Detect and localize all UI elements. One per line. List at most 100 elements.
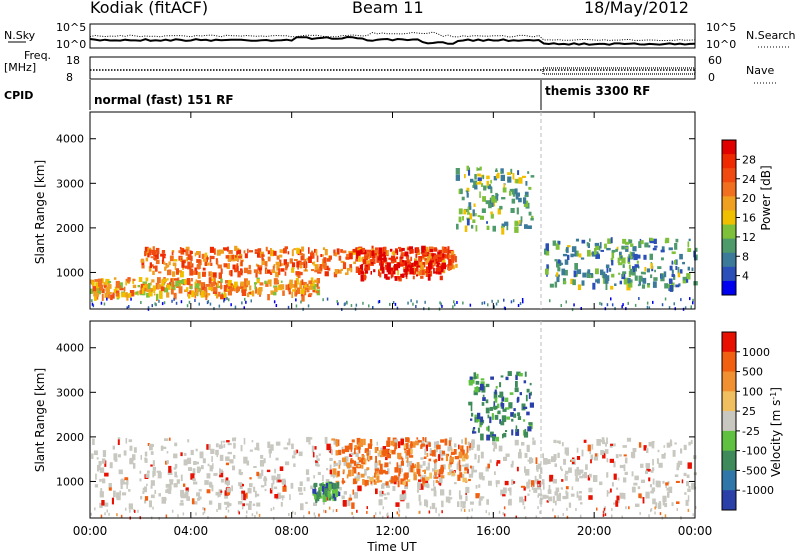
heatmap-cell xyxy=(358,268,361,275)
heatmap-cell xyxy=(202,507,204,510)
heatmap-cell xyxy=(333,438,337,445)
heatmap-cell xyxy=(578,495,582,501)
heatmap-cell xyxy=(204,291,208,296)
heatmap-cell xyxy=(591,251,596,257)
heatmap-cell xyxy=(613,473,617,480)
heatmap-cell xyxy=(557,515,559,519)
heatmap-cell xyxy=(295,298,297,302)
heatmap-cell xyxy=(453,254,456,257)
heatmap-cell xyxy=(270,508,273,512)
heatmap-cell xyxy=(150,282,152,286)
heatmap-cell xyxy=(410,465,415,473)
heatmap-cell xyxy=(602,277,606,284)
heatmap-cell xyxy=(282,485,287,492)
heatmap-cell xyxy=(524,466,526,473)
heatmap-cell xyxy=(291,284,296,288)
heatmap-cell xyxy=(511,429,514,436)
heatmap-cell xyxy=(602,441,606,445)
heatmap-cell xyxy=(515,425,518,432)
heatmap-cell xyxy=(501,197,506,200)
heatmap-cell xyxy=(283,248,287,254)
heatmap-cell xyxy=(542,483,545,490)
heatmap-cell xyxy=(167,269,172,276)
heatmap-cell xyxy=(468,202,472,207)
heatmap-cell xyxy=(205,262,210,266)
heatmap-cell xyxy=(459,445,462,450)
heatmap-cell xyxy=(180,300,183,304)
heatmap-cell xyxy=(504,407,510,410)
heatmap-cell xyxy=(416,437,419,440)
heatmap-cell xyxy=(213,248,216,255)
heatmap-cell xyxy=(226,263,230,269)
heatmap-cell xyxy=(671,274,675,277)
heatmap-cell xyxy=(279,466,284,471)
heatmap-cell xyxy=(610,258,614,262)
heatmap-cell xyxy=(551,456,556,463)
heatmap-cell xyxy=(366,476,371,479)
freq-tick-bottom: 8 xyxy=(66,71,73,84)
heatmap-cell xyxy=(185,249,189,256)
heatmap-cell xyxy=(486,434,491,441)
heatmap-cell xyxy=(288,438,291,446)
heatmap-cell xyxy=(357,446,361,450)
heatmap-cell xyxy=(219,454,224,461)
heatmap-cell xyxy=(502,494,506,497)
heatmap-cell xyxy=(189,250,192,256)
heatmap-cell xyxy=(206,489,211,494)
heatmap-cell xyxy=(674,474,679,477)
heatmap-cell xyxy=(351,502,355,509)
heatmap-cell xyxy=(448,440,451,447)
heatmap-cell xyxy=(300,289,305,295)
heatmap-cell xyxy=(184,452,187,456)
heatmap-cell xyxy=(200,282,206,288)
heatmap-cell xyxy=(97,278,103,283)
heatmap-cell xyxy=(440,489,445,496)
heatmap-cell xyxy=(599,301,601,305)
heatmap-cell xyxy=(649,484,652,488)
heatmap-cell xyxy=(535,515,538,519)
heatmap-cell xyxy=(363,438,366,446)
heatmap-cell xyxy=(364,255,369,260)
heatmap-cell xyxy=(605,283,608,290)
heatmap-cell xyxy=(470,178,474,183)
heatmap-cell xyxy=(169,437,171,441)
heatmap-cell xyxy=(684,306,687,310)
heatmap-cell xyxy=(236,263,239,267)
heatmap-cell xyxy=(144,499,147,504)
heatmap-cell xyxy=(498,510,501,514)
heatmap-cell xyxy=(465,463,469,469)
heatmap-cell xyxy=(145,257,149,262)
heatmap-cell xyxy=(203,284,206,289)
heatmap-cell xyxy=(396,249,399,256)
heatmap-cell xyxy=(650,490,654,494)
heatmap-cell xyxy=(690,305,692,309)
heatmap-cell xyxy=(603,511,606,514)
heatmap-cell xyxy=(142,490,145,494)
heatmap-cell xyxy=(189,290,193,295)
heatmap-cell xyxy=(163,256,166,259)
heatmap-cell xyxy=(223,291,226,297)
heatmap-cell xyxy=(324,271,329,277)
heatmap-cell xyxy=(258,266,263,271)
heatmap-cell xyxy=(384,497,388,500)
heatmap-cell xyxy=(388,461,392,465)
heatmap-cell xyxy=(265,246,268,252)
heatmap-cell xyxy=(669,265,673,271)
heatmap-cell xyxy=(238,511,240,515)
heatmap-cell xyxy=(258,270,262,275)
heatmap-cell xyxy=(188,293,191,299)
heatmap-cell xyxy=(359,269,364,272)
heatmap-cell xyxy=(98,284,104,291)
heatmap-cell xyxy=(196,259,201,263)
heatmap-cell xyxy=(419,261,423,268)
heatmap-cell xyxy=(441,500,444,508)
heatmap-cell xyxy=(529,382,532,386)
heatmap-cell xyxy=(667,284,670,288)
heatmap-cell xyxy=(635,503,640,507)
heatmap-cell xyxy=(185,487,189,492)
heatmap-cell xyxy=(428,510,431,514)
heatmap-cell xyxy=(201,253,205,259)
heatmap-cell xyxy=(624,457,628,464)
heatmap-cell xyxy=(623,477,627,483)
heatmap-cell xyxy=(311,250,314,253)
